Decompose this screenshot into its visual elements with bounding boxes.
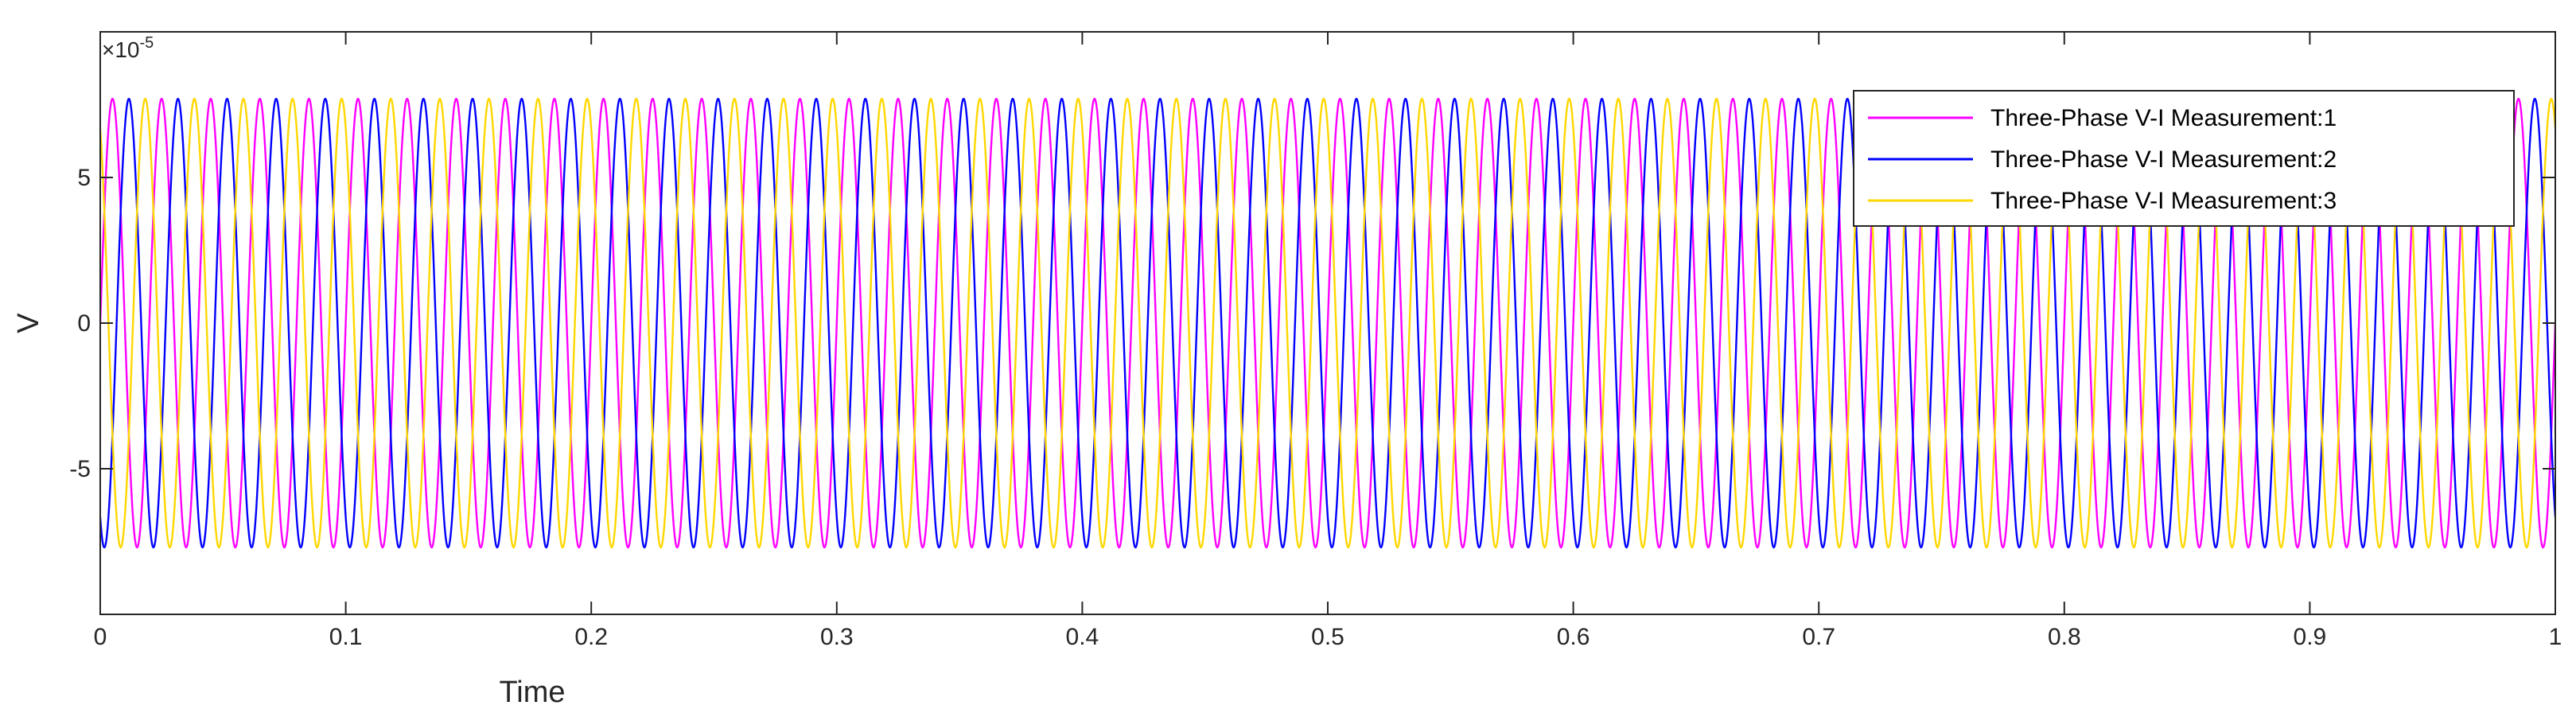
x-tick-label: 0.5 — [1311, 624, 1344, 650]
legend-label-2: Three-Phase V-I Measurement:2 — [1990, 146, 2337, 173]
x-tick-label: 1 — [2549, 624, 2562, 650]
x-tick-label: 0.1 — [329, 624, 363, 650]
series-line-3 — [100, 97, 2555, 549]
y-tick-label: 0 — [77, 310, 91, 337]
legend-label-1: Three-Phase V-I Measurement:1 — [1990, 105, 2337, 131]
x-tick-label: 0.7 — [1802, 624, 1835, 650]
legend-box — [1853, 90, 2515, 227]
x-tick-label: 0.4 — [1066, 624, 1099, 650]
x-tick-label: 0.3 — [820, 624, 854, 650]
x-tick-label: 0.6 — [1557, 624, 1590, 650]
y-exponent-base: ×10 — [102, 37, 140, 62]
x-axis-title: Time — [499, 676, 565, 709]
y-tick-label: 5 — [77, 165, 91, 191]
y-exponent-label: ×10-5 — [102, 34, 154, 62]
x-axis: 0 0.1 0.2 0.3 0.4 0.5 0.6 0.7 0.8 0.9 1 — [94, 32, 2562, 650]
x-tick-label: 0.8 — [2048, 624, 2081, 650]
x-tick-label: 0 — [94, 624, 107, 650]
series-line-1 — [100, 97, 2555, 549]
x-tick-label: 0.2 — [574, 624, 608, 650]
y-exponent-power: -5 — [140, 34, 154, 52]
legend-label-3: Three-Phase V-I Measurement:3 — [1990, 188, 2337, 214]
y-tick-label: -5 — [69, 456, 91, 482]
y-axis-title: V — [12, 313, 45, 333]
x-tick-label: 0.9 — [2294, 624, 2327, 650]
y-axis: -5 0 5 — [69, 165, 2555, 482]
legend: Three-Phase V-I Measurement:1 Three-Phase… — [1853, 90, 2515, 227]
